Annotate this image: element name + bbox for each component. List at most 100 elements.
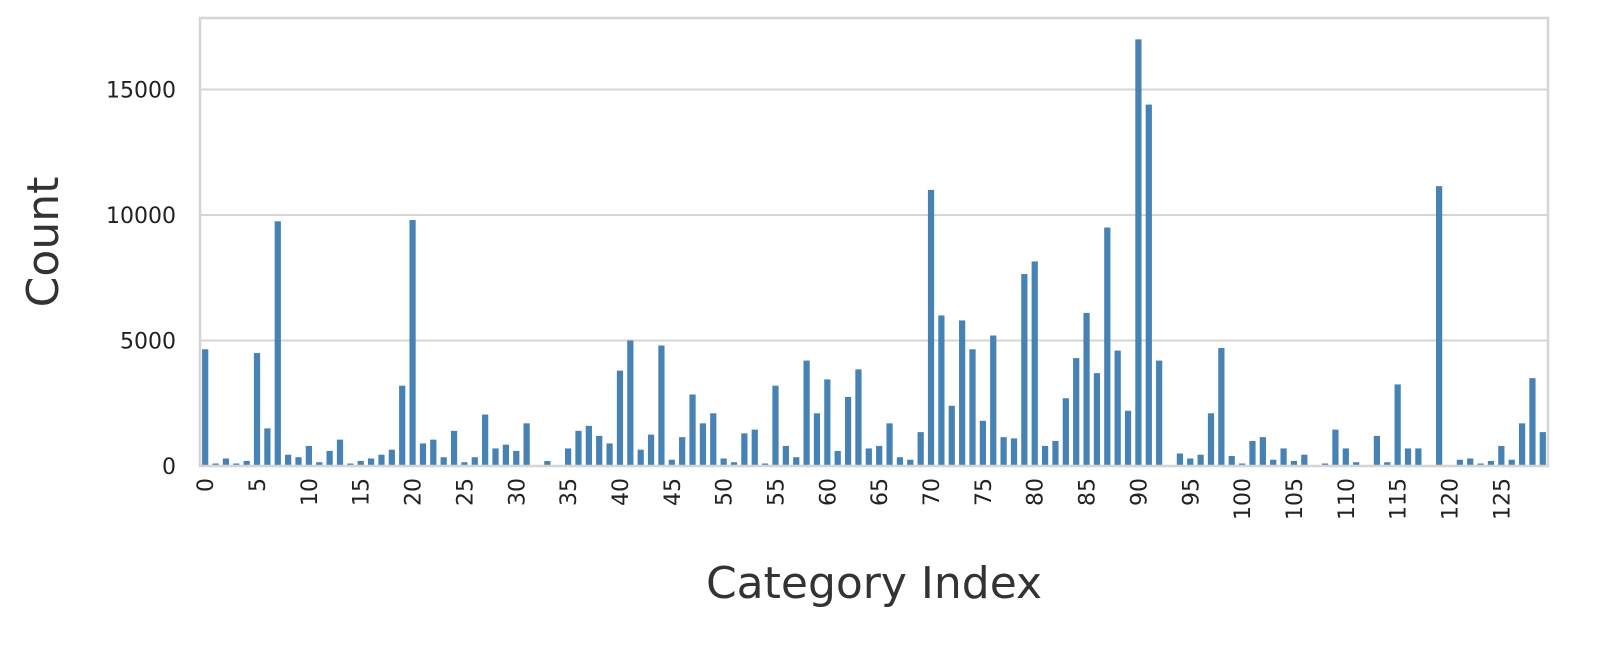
bar — [1218, 348, 1225, 466]
x-tick-label: 60 — [816, 478, 841, 506]
bar — [222, 458, 230, 466]
bar — [668, 459, 675, 466]
x-tick-label: 125 — [1490, 478, 1515, 520]
bar — [1104, 227, 1111, 466]
bar — [730, 462, 738, 466]
bar — [212, 463, 219, 466]
y-tick-label: 5000 — [120, 330, 176, 355]
x-tick-label: 105 — [1283, 478, 1308, 520]
bar — [264, 428, 271, 466]
bar — [1301, 454, 1308, 466]
bar — [1280, 448, 1287, 466]
bar — [419, 443, 427, 466]
bar — [409, 220, 416, 466]
bar — [606, 443, 613, 466]
y-tick-label: 15000 — [106, 79, 176, 104]
bar — [803, 360, 810, 466]
y-axis-label: Count — [18, 177, 69, 308]
x-tick-label: 45 — [661, 478, 686, 506]
bar — [1456, 459, 1463, 466]
bar — [1404, 448, 1412, 466]
bar — [834, 450, 841, 466]
bar — [751, 429, 758, 466]
bar — [886, 423, 893, 466]
bar — [1249, 440, 1256, 466]
bar — [813, 413, 821, 466]
bar — [1228, 455, 1235, 466]
bar — [772, 385, 779, 466]
bar — [938, 315, 945, 466]
bar — [1207, 413, 1215, 466]
bar — [720, 458, 727, 466]
bar — [316, 462, 323, 466]
bar — [824, 379, 831, 466]
bar — [336, 439, 344, 466]
bar — [679, 437, 686, 466]
bar — [1529, 378, 1536, 466]
x-tick-label: 115 — [1387, 478, 1412, 520]
x-axis-label: Category Index — [706, 558, 1042, 609]
bar — [596, 435, 603, 466]
bar — [575, 430, 582, 466]
bar — [1518, 423, 1526, 466]
bar — [253, 353, 261, 466]
bar — [1384, 462, 1391, 466]
bar — [865, 448, 872, 466]
bar — [710, 413, 717, 466]
bar — [585, 425, 592, 466]
bar — [1197, 454, 1204, 466]
bar — [367, 458, 375, 466]
bar — [1021, 274, 1028, 466]
bar — [979, 420, 986, 466]
bar — [430, 439, 437, 466]
bar — [1031, 261, 1038, 466]
bar — [1093, 373, 1101, 466]
bar — [948, 405, 955, 466]
plot-frame — [198, 16, 1550, 468]
bar — [1373, 435, 1381, 466]
x-tick-label: 85 — [1076, 478, 1101, 506]
bar — [544, 460, 551, 466]
bar — [378, 454, 385, 466]
x-tick-label: 95 — [1179, 478, 1204, 506]
y-tick-label: 0 — [162, 455, 176, 480]
bar — [1539, 432, 1546, 466]
x-tick-label: 100 — [1231, 478, 1256, 520]
bar — [399, 385, 406, 466]
x-tick-label: 30 — [505, 478, 530, 506]
bar — [1083, 312, 1090, 466]
bar — [637, 449, 644, 466]
x-tick-label: 120 — [1438, 478, 1463, 520]
bar — [1394, 384, 1401, 466]
bar — [741, 433, 748, 466]
bar — [647, 434, 655, 466]
bar — [564, 448, 572, 466]
bar — [1332, 429, 1339, 466]
bar — [969, 349, 976, 466]
x-tick-label: 5 — [246, 478, 271, 492]
x-tick-label: 25 — [453, 478, 478, 506]
x-tick-label: 15 — [350, 478, 375, 506]
x-tick-label: 110 — [1335, 478, 1360, 520]
x-tick-label: 80 — [1024, 478, 1049, 506]
x-tick-label: 10 — [298, 478, 323, 506]
bar — [347, 463, 354, 466]
bar — [1052, 440, 1059, 466]
bar — [782, 445, 789, 466]
x-tick-label: 70 — [920, 478, 945, 506]
bar — [959, 320, 966, 466]
bar — [1145, 104, 1152, 467]
bar — [1010, 438, 1018, 466]
bar — [523, 423, 530, 466]
bar — [233, 463, 240, 466]
bar — [1259, 437, 1266, 466]
bar — [990, 335, 997, 466]
y-tick-label: 10000 — [106, 204, 176, 229]
bar — [1270, 459, 1277, 466]
bar — [326, 450, 333, 466]
bar — [907, 459, 914, 466]
x-tick-label: 50 — [713, 478, 738, 506]
bar — [896, 457, 904, 466]
bar — [1477, 463, 1484, 466]
